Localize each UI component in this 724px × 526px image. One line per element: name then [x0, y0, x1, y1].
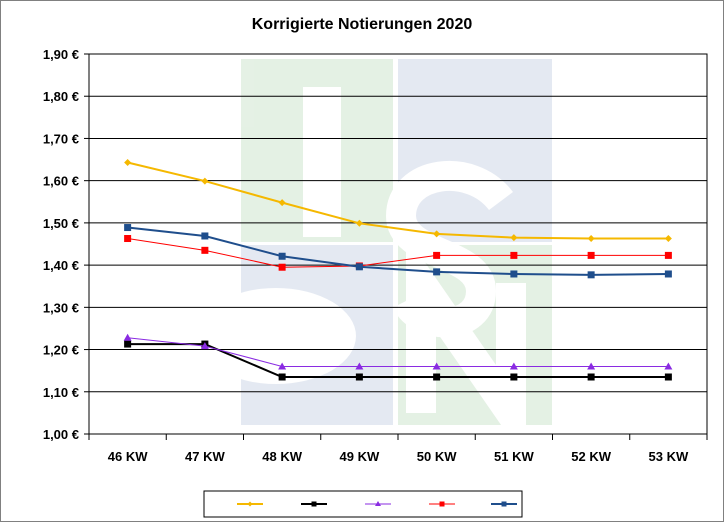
isn-watermark-logo: [196, 59, 552, 462]
data-point: [278, 252, 286, 260]
y-tick-label: 1,80 €: [43, 89, 79, 104]
data-point: [587, 235, 595, 243]
data-point: [124, 159, 132, 167]
data-point: [510, 234, 518, 242]
data-point: [278, 373, 286, 381]
data-point: [587, 271, 595, 279]
legend-entry: [365, 501, 391, 506]
y-tick-label: 1,20 €: [43, 343, 79, 358]
series-line: [127, 238, 669, 268]
series-4: [124, 224, 672, 279]
x-tick-label: 50 KW: [417, 449, 457, 464]
y-tick-label: 1,50 €: [43, 216, 79, 231]
y-axis-tick-labels: 1,00 € 1,10 € 1,20 € 1,30 € 1,40 € 1,50 € 1,60…: [43, 47, 79, 442]
data-point: [587, 373, 595, 381]
y-tick-label: 1,70 €: [43, 131, 79, 146]
data-point: [200, 342, 209, 350]
data-series: [123, 159, 673, 381]
data-point: [355, 362, 364, 370]
x-tick-label: 51 KW: [494, 449, 534, 464]
legend-marker: [501, 501, 507, 507]
data-point: [433, 230, 441, 238]
data-point: [587, 251, 595, 259]
series-line: [127, 161, 669, 240]
x-tick-label: 48 KW: [262, 449, 302, 464]
y-tick-label: 1,30 €: [43, 300, 79, 315]
data-point: [510, 373, 518, 381]
data-point: [124, 340, 132, 348]
series-2: [123, 333, 673, 370]
data-point: [278, 263, 286, 271]
legend-entry: [301, 501, 327, 507]
y-tick-label: 1,10 €: [43, 385, 79, 400]
legend-marker: [439, 501, 445, 507]
chart-title: Korrigierte Notierungen 2020: [252, 16, 473, 33]
data-point: [433, 268, 441, 276]
x-tick-label: 52 KW: [571, 449, 611, 464]
legend-marker: [247, 501, 253, 507]
data-point: [355, 263, 363, 271]
legend: [203, 490, 523, 518]
data-point: [355, 219, 363, 227]
data-point: [664, 235, 672, 243]
data-point: [201, 232, 209, 240]
y-tick-label: 1,90 €: [43, 47, 79, 62]
legend-marker: [311, 501, 317, 507]
x-tick-label: 49 KW: [340, 449, 380, 464]
x-tick-label: 46 KW: [108, 449, 148, 464]
data-point: [201, 177, 209, 185]
data-point: [432, 362, 441, 370]
data-point: [510, 270, 518, 278]
data-point: [123, 333, 132, 341]
data-point: [664, 251, 672, 259]
data-point: [278, 362, 287, 370]
y-tick-label: 1,40 €: [43, 258, 79, 273]
series-0: [124, 159, 672, 243]
data-point: [433, 251, 441, 259]
data-point: [587, 362, 596, 370]
data-point: [664, 373, 672, 381]
series-line: [127, 337, 669, 367]
series-line: [127, 226, 669, 276]
legend-entry: [237, 501, 263, 507]
data-point: [124, 224, 132, 232]
x-axis-tick-labels: 46 KW 47 KW 48 KW 49 KW 50 KW 51 KW 52 KW 53 KW: [108, 449, 689, 464]
grid-lines: [84, 53, 708, 440]
legend-entry: [429, 501, 455, 507]
y-tick-label: 1,00 €: [43, 427, 79, 442]
data-point: [355, 373, 363, 381]
data-point: [124, 235, 132, 243]
data-point: [201, 246, 209, 254]
data-point: [433, 373, 441, 381]
x-tick-label: 53 KW: [649, 449, 689, 464]
data-point: [510, 251, 518, 259]
legend-entry: [491, 501, 517, 507]
data-point: [664, 362, 673, 370]
x-tick-label: 47 KW: [185, 449, 225, 464]
y-tick-label: 1,60 €: [43, 174, 79, 189]
data-point: [664, 270, 672, 278]
data-point: [509, 362, 518, 370]
data-point: [278, 199, 286, 207]
legend-marker: [375, 501, 381, 506]
